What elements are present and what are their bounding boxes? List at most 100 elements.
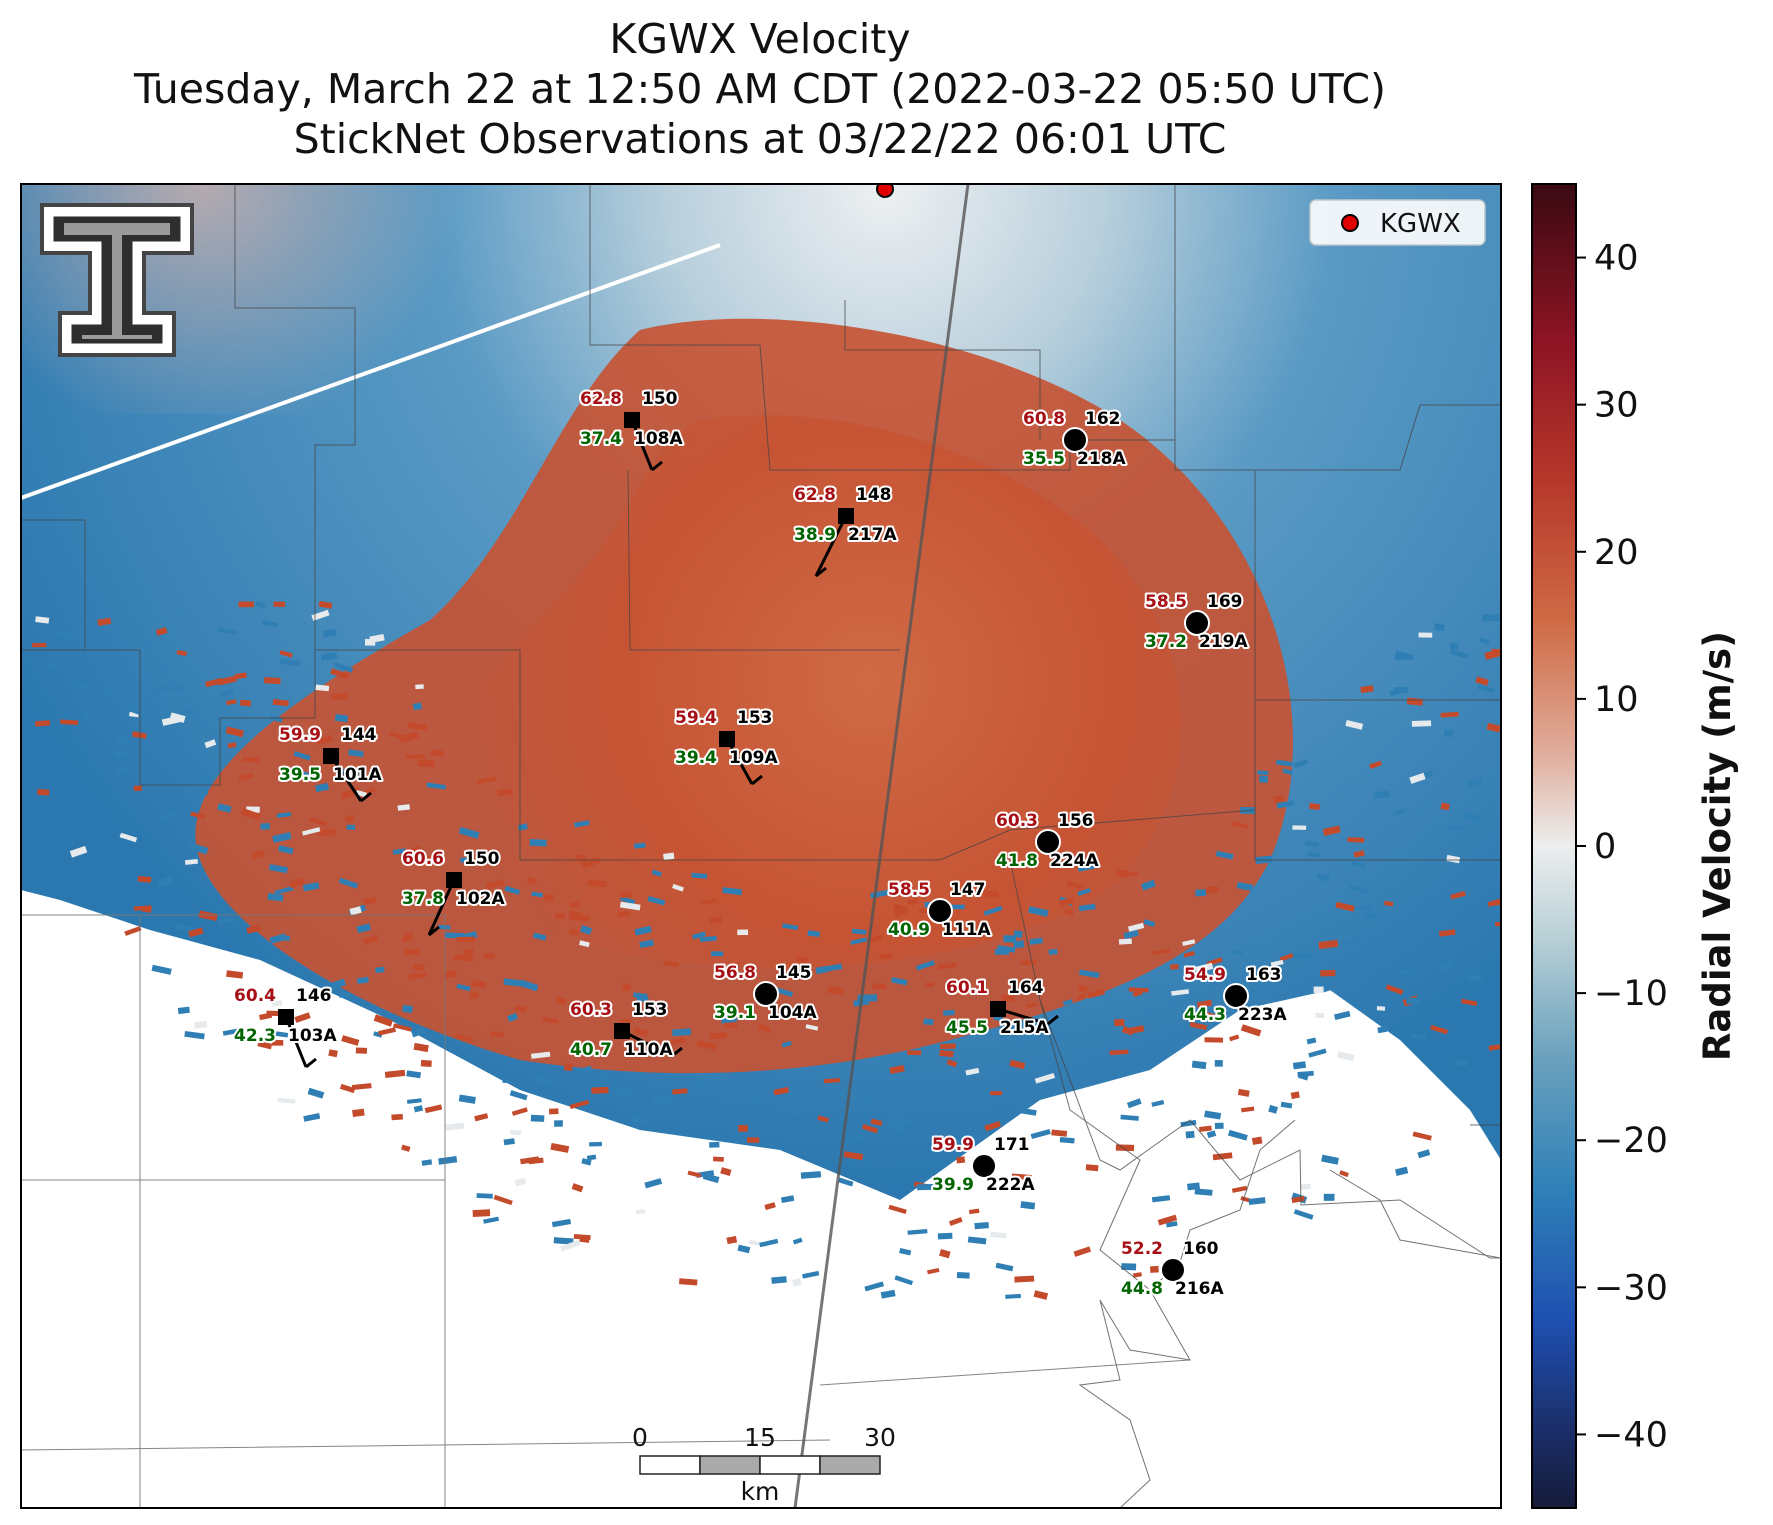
speckle <box>339 768 360 776</box>
station-103A[interactable]: 60.4 146 42.3 103A <box>232 984 339 1069</box>
speckle <box>220 688 235 698</box>
colorbar-tick-label: 0 <box>1594 827 1616 867</box>
station-222A[interactable]: 59.9 171 39.9 222A <box>930 1133 1037 1197</box>
speckle <box>939 1248 951 1259</box>
speckle <box>406 1098 422 1104</box>
station-dewpoint: 44.8 <box>1121 1279 1163 1299</box>
station-square-marker <box>624 412 640 428</box>
speckle <box>1466 776 1484 788</box>
speckle <box>965 1067 980 1076</box>
speckle <box>591 1086 609 1094</box>
speckle <box>711 951 724 957</box>
speckle <box>217 627 238 636</box>
station-102A[interactable]: 60.6 150 37.8 102A <box>400 847 507 937</box>
station-id: 216A <box>1175 1279 1224 1299</box>
speckle <box>1020 1201 1036 1210</box>
speckle <box>339 1083 356 1094</box>
station-219A[interactable]: 58.5 169 37.2 219A <box>1143 590 1250 654</box>
speckle <box>490 1031 504 1038</box>
speckle <box>406 1070 422 1079</box>
station-110A[interactable]: 60.3 153 40.7 110A <box>568 998 683 1062</box>
speckle <box>1440 802 1450 811</box>
speckle <box>1443 728 1454 738</box>
speckle <box>302 827 321 836</box>
speckle <box>1087 988 1106 999</box>
station-109A[interactable]: 59.4 153 39.4 109A <box>673 706 780 786</box>
speckle <box>1180 1119 1197 1128</box>
speckle <box>949 986 964 995</box>
speckle <box>1394 686 1409 694</box>
speckle <box>1347 837 1365 843</box>
station-id: 109A <box>729 748 778 768</box>
speckle <box>454 1033 474 1042</box>
speckle <box>345 815 355 822</box>
station-224A[interactable]: 60.3 156 41.8 224A <box>994 809 1101 873</box>
speckle <box>899 1248 912 1256</box>
speckle <box>174 923 194 933</box>
speckle <box>1450 642 1459 650</box>
speckle <box>141 907 152 913</box>
station-218A[interactable]: 60.8 162 35.5 218A <box>1021 407 1128 471</box>
station-circle-marker <box>753 981 779 1007</box>
speckle <box>176 649 187 656</box>
station-216A[interactable]: 52.2 160 44.8 216A <box>1119 1237 1226 1301</box>
speckle <box>426 782 447 790</box>
speckle <box>437 924 451 930</box>
station-101A[interactable]: 59.9 144 39.5 101A <box>277 723 384 803</box>
speckle <box>581 1157 592 1166</box>
kgwx-radar-marker[interactable] <box>876 181 894 198</box>
speckle <box>737 1244 751 1254</box>
station-108A[interactable]: 62.8 150 37.4 108A <box>578 387 685 472</box>
speckle <box>861 1123 879 1134</box>
station-dewpoint: 39.4 <box>675 748 717 768</box>
speckle <box>586 1154 597 1161</box>
station-id: 222A <box>986 1175 1035 1195</box>
speckle <box>1028 906 1049 917</box>
station-temperature: 60.6 <box>402 849 444 869</box>
speckle <box>169 712 186 723</box>
speckle <box>1121 1025 1135 1036</box>
station-id: 218A <box>1077 449 1126 469</box>
speckle <box>531 891 543 898</box>
speckle <box>791 1277 802 1287</box>
speckle <box>1293 1209 1314 1220</box>
station-dewpoint: 40.7 <box>570 1040 612 1060</box>
speckle <box>665 1037 686 1047</box>
speckle <box>1062 999 1073 1006</box>
station-104A[interactable]: 56.8 145 39.1 104A <box>712 961 819 1025</box>
speckle <box>268 864 288 874</box>
station-111A[interactable]: 58.5 147 40.9 111A <box>886 878 993 942</box>
speckle <box>328 1049 338 1058</box>
speckle <box>1248 1197 1266 1205</box>
colorbar-tick-label: 20 <box>1594 533 1639 573</box>
speckle <box>782 923 799 931</box>
colorbar-tick-label: 40 <box>1594 239 1639 279</box>
speckle <box>303 1113 321 1122</box>
station-pressure: 171 <box>994 1135 1030 1155</box>
station-id: 223A <box>1238 1005 1287 1025</box>
station-temperature: 60.4 <box>234 986 276 1006</box>
speckle <box>1486 722 1501 733</box>
speckle <box>1215 850 1234 860</box>
speckle <box>251 849 265 860</box>
speckle <box>1236 881 1254 892</box>
speckle <box>217 917 234 924</box>
speckle <box>184 859 199 865</box>
station-223A[interactable]: 54.9 163 44.3 223A <box>1182 963 1289 1027</box>
speckle <box>1011 1173 1032 1181</box>
station-pressure: 148 <box>856 485 892 505</box>
speckle <box>188 927 204 938</box>
speckle <box>633 1027 649 1037</box>
speckle <box>503 1138 515 1146</box>
speckle <box>529 838 547 847</box>
station-pressure: 164 <box>1008 978 1044 998</box>
station-215A[interactable]: 60.1 164 45.5 215A <box>944 976 1059 1040</box>
speckle <box>1149 1265 1159 1273</box>
speckle <box>1411 1034 1426 1039</box>
station-dewpoint: 44.3 <box>1184 1005 1226 1025</box>
speckle <box>420 1059 432 1068</box>
speckle <box>197 776 213 784</box>
station-217A[interactable]: 62.8 148 38.9 217A <box>792 483 899 578</box>
